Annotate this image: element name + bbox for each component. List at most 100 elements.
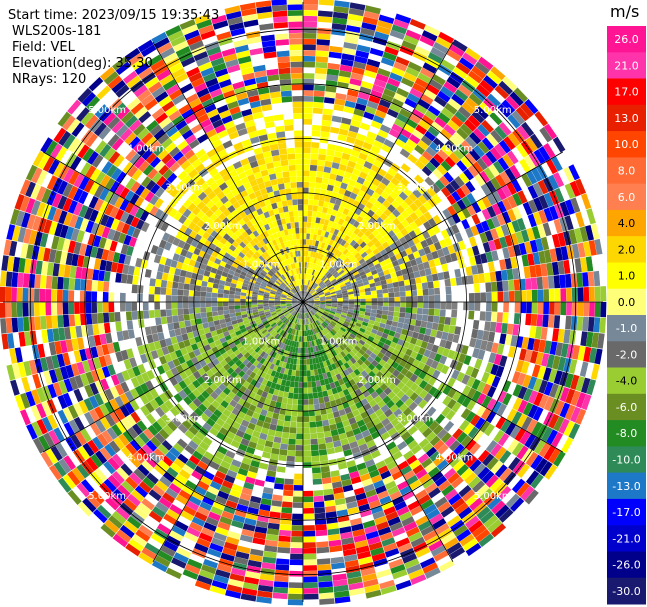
range-gate	[429, 451, 441, 462]
range-gate	[493, 238, 502, 250]
range-gate	[307, 305, 313, 309]
range-gate	[376, 309, 383, 315]
range-gate	[288, 438, 296, 445]
range-gate	[470, 414, 481, 427]
range-gate	[288, 588, 303, 594]
range-gate	[323, 328, 329, 335]
range-gate	[559, 315, 566, 329]
range-gate	[318, 581, 333, 588]
range-gate	[478, 56, 494, 71]
range-gate	[400, 210, 410, 219]
range-gate	[388, 297, 395, 302]
range-gate	[303, 73, 315, 79]
range-gate	[343, 299, 349, 302]
range-gate	[318, 223, 324, 230]
range-gate	[502, 247, 510, 259]
range-gate	[381, 144, 392, 153]
range-gate	[466, 192, 477, 205]
range-gate	[318, 575, 333, 582]
range-gate	[353, 368, 361, 376]
range-gate	[384, 217, 393, 226]
range-gate	[371, 302, 378, 306]
range-gate	[229, 290, 236, 295]
range-gate	[357, 316, 364, 322]
range-gate	[418, 224, 427, 233]
range-gate	[303, 422, 310, 428]
range-gate	[502, 380, 512, 393]
range-gate	[495, 504, 510, 519]
range-gate	[240, 302, 246, 306]
range-gate	[538, 409, 549, 424]
range-gate	[483, 514, 499, 529]
range-gate	[314, 302, 320, 304]
range-gate	[370, 286, 377, 292]
range-gate	[314, 304, 320, 307]
range-gate	[535, 326, 543, 340]
range-gate	[468, 236, 477, 247]
range-gate	[0, 318, 7, 334]
range-gate	[358, 339, 366, 346]
range-gate	[452, 380, 461, 391]
range-gate	[341, 152, 351, 161]
range-gate	[456, 285, 463, 294]
range-gate	[325, 296, 332, 299]
range-gate	[271, 598, 288, 605]
range-gate	[360, 298, 366, 302]
range-gate	[493, 160, 505, 174]
range-gate	[68, 290, 75, 302]
range-gate	[494, 446, 507, 461]
range-gate	[369, 244, 377, 252]
range-gate	[160, 309, 167, 317]
range-gate	[372, 259, 380, 266]
range-gate	[530, 277, 538, 290]
range-gate	[365, 291, 372, 296]
range-gate	[234, 298, 241, 302]
range-gate	[307, 280, 310, 286]
range-gate	[508, 290, 515, 302]
range-gate	[555, 342, 563, 357]
range-gate	[336, 295, 343, 299]
range-gate	[574, 227, 583, 244]
range-gate	[360, 27, 375, 37]
range-gate	[356, 255, 363, 262]
range-gate	[508, 279, 515, 291]
range-gate	[422, 62, 437, 74]
range-gate	[420, 254, 428, 263]
range-gate	[387, 311, 394, 317]
range-gate	[324, 309, 331, 313]
range-gate	[194, 285, 202, 292]
range-gate	[400, 163, 411, 173]
range-gate	[454, 326, 462, 335]
range-gate	[392, 369, 401, 378]
range-gate	[423, 383, 433, 393]
range-gate	[223, 293, 229, 299]
range-gate	[431, 273, 439, 282]
range-gate	[217, 302, 223, 307]
range-gate	[307, 286, 311, 292]
range-gate	[493, 429, 505, 443]
range-gate	[552, 355, 561, 370]
range-gate	[303, 439, 311, 445]
range-gate	[382, 293, 389, 298]
range-gate	[337, 330, 343, 337]
range-gate	[303, 285, 305, 291]
range-gate	[329, 227, 336, 234]
range-gate	[390, 417, 401, 427]
range-gate	[436, 133, 449, 145]
range-gate	[240, 295, 246, 299]
range-gate	[325, 294, 331, 298]
range-gate	[316, 39, 330, 46]
range-gate	[374, 263, 382, 270]
range-gate	[342, 294, 349, 298]
range-gate	[435, 231, 444, 242]
range-gate	[500, 224, 510, 237]
range-gate	[506, 222, 516, 235]
range-gate	[290, 415, 297, 422]
range-gate	[434, 475, 448, 487]
range-gate	[332, 156, 342, 164]
range-gate	[537, 179, 549, 195]
range-gate	[120, 311, 127, 322]
range-gate	[51, 289, 57, 302]
range-gate	[451, 476, 464, 489]
range-gate	[386, 153, 397, 163]
